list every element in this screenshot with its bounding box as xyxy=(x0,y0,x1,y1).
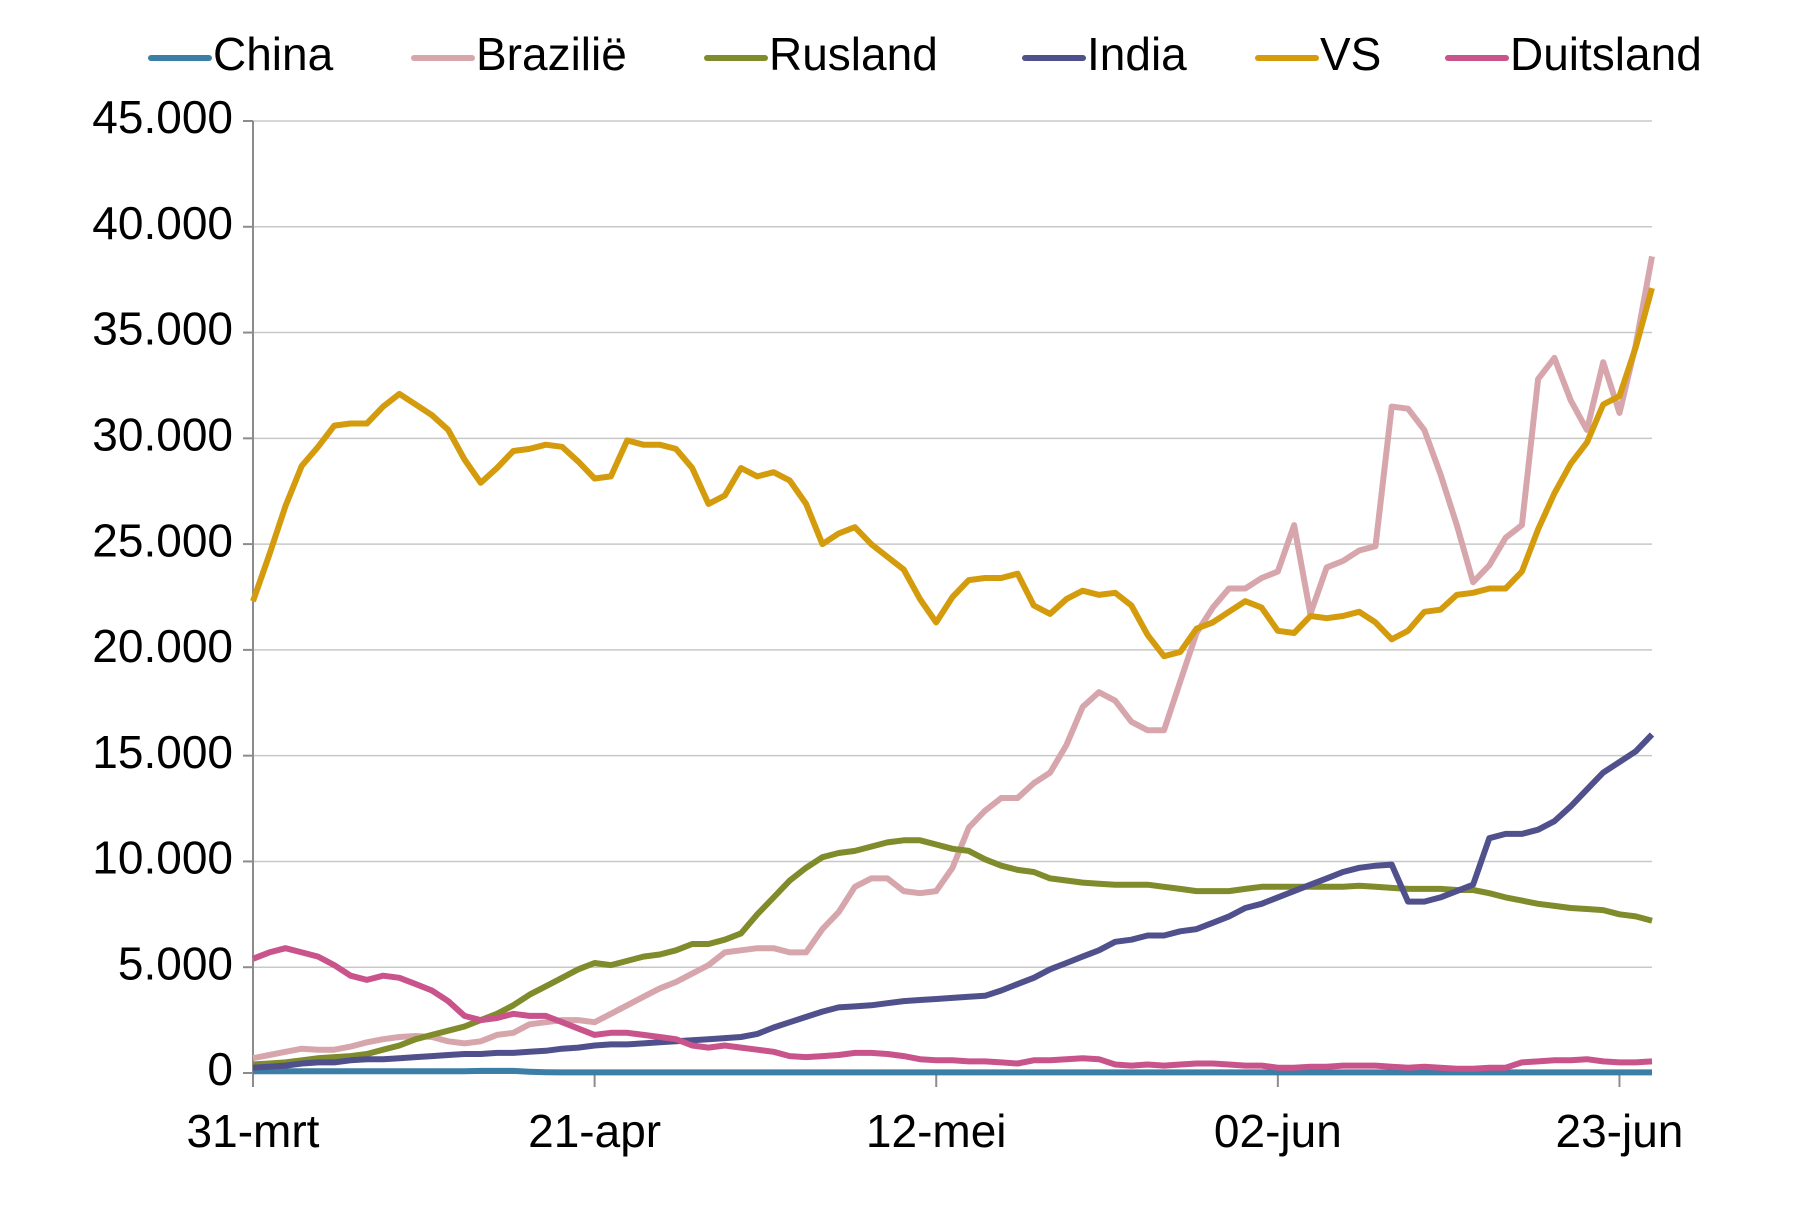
y-tick-label: 35.000 xyxy=(92,303,233,355)
y-tick-label: 45.000 xyxy=(92,91,233,143)
legend-label: VS xyxy=(1320,28,1381,80)
legend-label: China xyxy=(213,28,334,80)
x-tick-label: 21-apr xyxy=(528,1105,661,1157)
x-tick-label: 02-jun xyxy=(1214,1105,1342,1157)
y-tick-label: 0 xyxy=(207,1043,233,1095)
y-tick-label: 20.000 xyxy=(92,620,233,672)
y-tick-label: 15.000 xyxy=(92,726,233,778)
series-line xyxy=(252,255,1655,1062)
series-line xyxy=(252,732,1655,1071)
x-tick-label: 23-jun xyxy=(1556,1105,1684,1157)
legend-label: Brazilië xyxy=(476,28,627,80)
y-tick-label: 30.000 xyxy=(92,408,233,460)
legend-label: Rusland xyxy=(769,28,938,80)
series-line xyxy=(251,945,1653,1072)
x-tick-label: 12-mei xyxy=(866,1105,1007,1157)
y-tick-label: 5.000 xyxy=(118,937,233,989)
series-line xyxy=(252,837,1653,1068)
legend-label: India xyxy=(1087,28,1187,80)
y-tick-label: 10.000 xyxy=(92,832,233,884)
series-line xyxy=(253,1067,1652,1076)
y-tick-label: 25.000 xyxy=(92,514,233,566)
legend-label: Duitsland xyxy=(1510,28,1702,80)
x-tick-label: 31-mrt xyxy=(187,1105,320,1157)
y-tick-label: 40.000 xyxy=(92,197,233,249)
series-line xyxy=(250,287,1655,660)
